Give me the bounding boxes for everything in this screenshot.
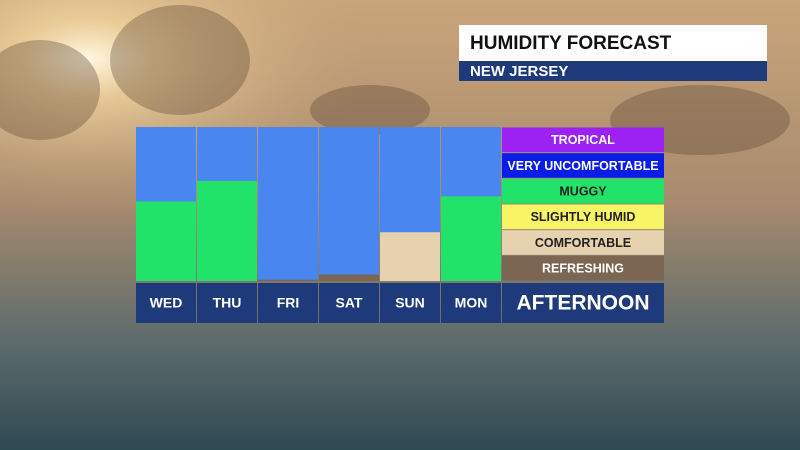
x-tick-label: SAT [336, 295, 363, 311]
level-swatch [502, 153, 664, 178]
x-tick-label: MON [455, 295, 488, 311]
level-swatch [502, 204, 664, 230]
x-axis-title: AFTERNOON [517, 292, 650, 315]
chart-title: HUMIDITY FORECAST [470, 33, 672, 54]
column-background [258, 127, 318, 281]
level-label: REFRESHING [542, 261, 624, 275]
x-label-box [380, 283, 440, 323]
bar [197, 180, 257, 281]
title-box [459, 25, 767, 61]
level-swatch [502, 230, 664, 255]
chart-subtitle: NEW JERSEY [470, 63, 568, 80]
bar [136, 201, 196, 281]
level-label: TROPICAL [551, 133, 615, 147]
subtitle-box [459, 61, 767, 81]
x-tick-label: FRI [277, 295, 300, 311]
x-label-box [319, 283, 379, 323]
level-label: SLIGHTLY HUMID [531, 210, 636, 224]
bar [441, 196, 501, 281]
x-tick-label: THU [213, 295, 242, 311]
x-title-box [502, 283, 664, 323]
bar [258, 279, 318, 281]
level-label: COMFORTABLE [535, 236, 631, 250]
level-label: MUGGY [559, 184, 607, 198]
x-label-box [197, 283, 257, 323]
x-label-box [441, 283, 501, 323]
level-label: VERY UNCOMFORTABLE [507, 159, 658, 173]
column-background [319, 127, 379, 281]
bar [319, 274, 379, 281]
x-label-box [136, 283, 196, 323]
bar [380, 232, 440, 281]
level-swatch [502, 127, 664, 153]
x-tick-label: SUN [395, 295, 425, 311]
x-tick-label: WED [150, 295, 183, 311]
x-label-box [258, 283, 318, 323]
level-swatch [502, 178, 664, 204]
level-swatch [502, 255, 664, 281]
